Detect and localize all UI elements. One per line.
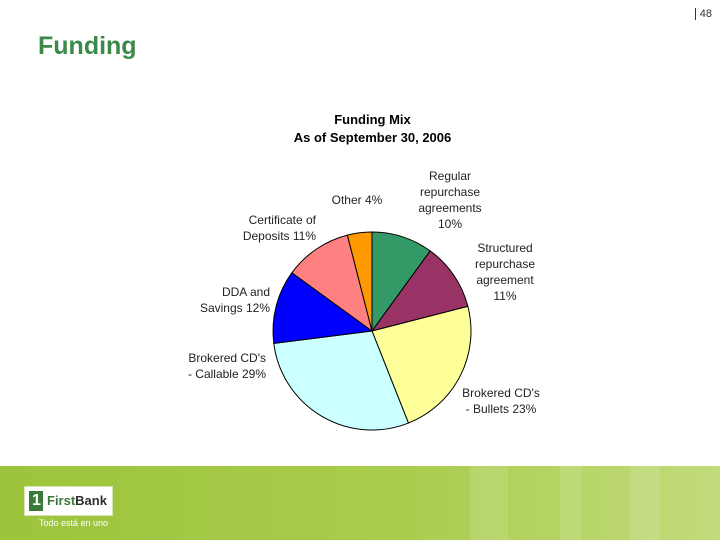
page-title: Funding xyxy=(38,32,137,60)
slice-label-dda-savings: DDA and Savings 12% xyxy=(199,285,270,315)
footer-decoration xyxy=(560,466,582,540)
chart-title: Funding Mix xyxy=(334,112,411,127)
chart-subtitle: As of September 30, 2006 xyxy=(293,130,452,145)
pie-slice-1 xyxy=(370,250,469,332)
slice-label-regular-repurchase: Regular repurchase agreements 10% xyxy=(418,169,482,231)
pie-slice-6 xyxy=(346,231,373,332)
logo-mark: 1 xyxy=(29,491,43,511)
slice-label-brokered-bullets: Brokered CD's - Bullets 23% xyxy=(462,386,540,416)
firstbank-logo: 1 FirstBank xyxy=(24,486,113,516)
pie-slice-5 xyxy=(291,234,373,333)
tagline: Todo está en uno xyxy=(39,518,109,528)
slice-label-other: Other 4% xyxy=(331,193,383,207)
slice-label-structured-repurchase: Structured repurchase agreement 11% xyxy=(474,241,536,303)
pie-slice-2 xyxy=(371,305,472,424)
logo-text: FirstBank xyxy=(47,493,107,508)
pie-slice-4 xyxy=(272,272,374,344)
footer-decoration xyxy=(470,466,508,540)
page-number: 48 xyxy=(694,8,712,20)
footer-decoration xyxy=(630,466,660,540)
footer-band xyxy=(0,466,720,540)
pie-slice-3 xyxy=(273,330,410,431)
slice-label-certificate-deposits: Certificate of Deposits 11% xyxy=(242,213,316,243)
slice-label-brokered-callable: Brokered CD's - Callable 29% xyxy=(187,351,266,381)
